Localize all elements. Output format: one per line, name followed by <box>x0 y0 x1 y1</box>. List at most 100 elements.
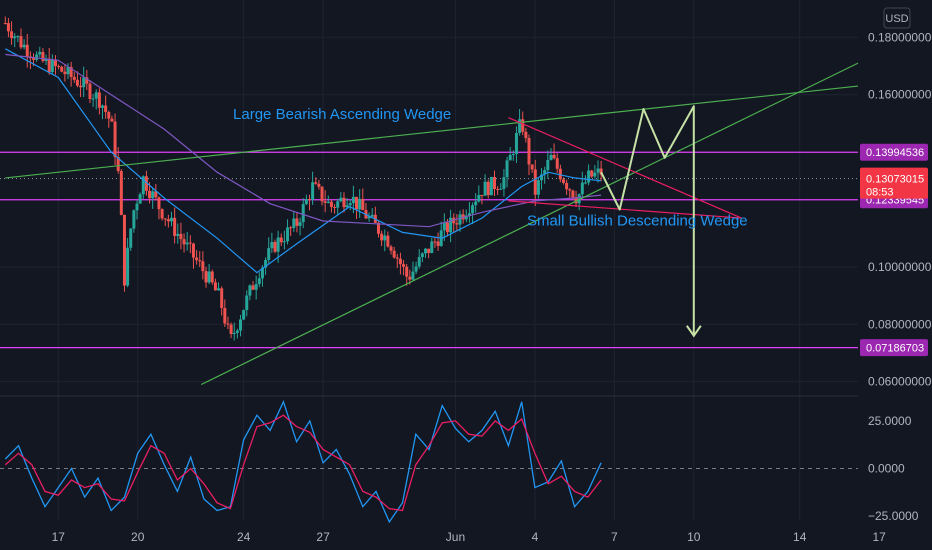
candle-body <box>380 233 384 241</box>
candle-body <box>467 213 471 216</box>
candle-body <box>135 203 139 211</box>
price-tick-label: 0.06000000 <box>868 375 932 389</box>
level-price-badge <box>860 143 928 161</box>
candle-body <box>110 118 114 122</box>
candle-body <box>72 76 76 80</box>
candle-body <box>417 257 421 267</box>
candle-body <box>32 58 36 60</box>
candle-body <box>207 271 211 283</box>
candle-body <box>464 215 468 220</box>
moving-average-line <box>5 53 602 228</box>
price-tick-label: 0.18000000 <box>868 30 932 44</box>
candle-body <box>185 242 189 245</box>
candle-body <box>63 71 67 75</box>
time-tick-label: 17 <box>873 530 887 544</box>
pattern-label: Large Bearish Ascending Wedge <box>233 106 451 123</box>
small-wedge-lower-line <box>508 200 742 219</box>
candle-body <box>292 218 296 228</box>
candle-body <box>66 66 70 75</box>
candle-body <box>282 241 286 243</box>
time-tick-label: 10 <box>687 530 701 544</box>
candle-body <box>104 105 108 113</box>
candle-body <box>116 157 120 171</box>
candle-body <box>267 248 271 261</box>
candle-body <box>398 258 402 265</box>
level-price-label: 0.13994536 <box>866 147 924 159</box>
candle-body <box>57 66 61 68</box>
oscillator-line <box>4 414 602 512</box>
candle-body <box>471 205 475 214</box>
candle-body <box>383 235 387 241</box>
candle-body <box>91 98 95 100</box>
candle-body <box>458 214 462 225</box>
candle-body <box>157 197 161 210</box>
candle-body <box>326 201 330 203</box>
candle-body <box>10 31 14 39</box>
time-tick-label: 4 <box>532 530 539 544</box>
candle-body <box>254 284 258 290</box>
price-axis[interactable]: 0.18000000 0.16000000 0.10000000 0.08000000… <box>868 30 932 388</box>
candle-body <box>496 188 500 190</box>
price-badges: 0.139945360.123395450.071867030.13073015… <box>860 143 928 357</box>
countdown-label: 08:53 <box>866 187 894 199</box>
time-tick-label: 7 <box>611 530 618 544</box>
candle-body <box>445 222 449 233</box>
time-tick-label: 24 <box>237 530 251 544</box>
candle-body <box>427 248 431 253</box>
candle-body <box>232 332 236 334</box>
candle-body <box>386 235 390 247</box>
candle-body <box>361 198 365 211</box>
candle-body <box>264 260 268 268</box>
candle-body <box>433 241 437 243</box>
candle-body <box>173 217 177 236</box>
candle-body <box>311 182 315 200</box>
candle-body <box>568 189 572 191</box>
candle-body <box>533 169 537 195</box>
pattern-annotations: Large Bearish Ascending Wedge Small Bulli… <box>233 106 748 229</box>
candle-body <box>307 199 311 201</box>
candle-body <box>35 54 39 60</box>
candle-body <box>342 197 346 208</box>
candle-body <box>163 218 167 220</box>
price-tick-label: 0.10000000 <box>868 260 932 274</box>
candle-body <box>201 261 205 272</box>
large-wedge-lower-line <box>200 62 859 386</box>
candle-body <box>50 59 54 73</box>
candle-body <box>217 288 221 291</box>
candle-body <box>126 247 130 286</box>
candle-body <box>251 285 255 290</box>
time-axis[interactable]: 17 20 24 27 Jun 4 7 10 14 17 <box>52 530 887 544</box>
candle-body <box>549 154 553 161</box>
candle-body <box>198 260 202 262</box>
candle-body <box>160 209 164 219</box>
candle-body <box>320 186 324 202</box>
candle-body <box>599 168 603 175</box>
candle-body <box>561 179 565 183</box>
candle-body <box>245 295 249 310</box>
candle-body <box>289 227 293 229</box>
time-tick-label: 17 <box>52 530 66 544</box>
candle-body <box>229 324 233 334</box>
candle-body <box>552 154 556 159</box>
currency-label: USD <box>885 13 908 25</box>
candle-body <box>141 176 145 195</box>
candle-body <box>355 196 359 210</box>
time-tick-label: 20 <box>131 530 145 544</box>
candle-body <box>514 133 518 155</box>
oscillator-axis[interactable]: 25.0000 0.0000 −25.0000 <box>868 414 919 523</box>
candle-body <box>16 36 20 38</box>
candle-body <box>195 257 199 261</box>
candle-body <box>276 237 280 252</box>
candle-body <box>405 266 409 277</box>
candle-body <box>402 264 406 267</box>
candle-body <box>6 23 10 32</box>
candle-body <box>220 288 224 308</box>
arrow-down-icon <box>685 325 702 338</box>
candle-body <box>483 181 487 196</box>
candle-body <box>3 22 7 24</box>
candle-body <box>329 201 333 207</box>
currency-button[interactable]: USD <box>883 7 911 29</box>
last-price-badge <box>860 167 928 199</box>
candle-body <box>179 233 183 240</box>
